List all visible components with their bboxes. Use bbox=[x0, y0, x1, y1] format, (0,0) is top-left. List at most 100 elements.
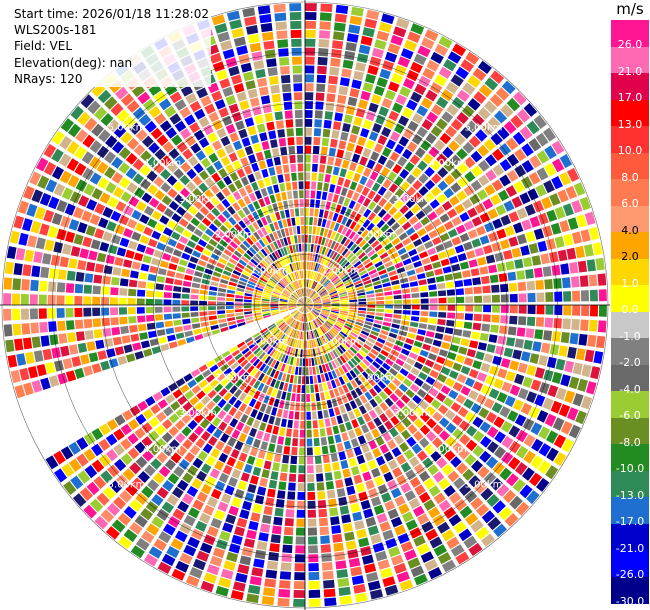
gate-cell bbox=[396, 267, 406, 274]
gate-cell bbox=[334, 406, 341, 416]
gate-cell bbox=[413, 260, 423, 268]
gate-cell bbox=[405, 243, 415, 252]
gate-cell bbox=[331, 297, 340, 301]
gate-cell bbox=[170, 452, 182, 464]
gate-cell bbox=[297, 154, 304, 163]
gate-cell bbox=[230, 227, 239, 236]
gate-cell bbox=[293, 598, 305, 607]
gate-cell bbox=[286, 236, 292, 245]
gate-cell bbox=[318, 287, 325, 294]
gate-cell bbox=[318, 39, 330, 48]
gate-cell bbox=[514, 373, 525, 385]
gate-cell bbox=[246, 283, 255, 289]
gate-cell bbox=[403, 305, 411, 310]
gate-cell bbox=[417, 198, 428, 209]
gate-cell bbox=[360, 128, 370, 138]
gate-cell bbox=[425, 528, 439, 541]
gate-cell bbox=[287, 419, 293, 428]
gate-cell bbox=[49, 334, 59, 346]
gate-cell bbox=[116, 474, 129, 487]
gate-cell bbox=[341, 432, 349, 442]
gate-cell bbox=[295, 402, 300, 411]
gate-cell bbox=[147, 273, 157, 282]
gate-cell bbox=[385, 159, 395, 170]
gate-cell bbox=[75, 271, 85, 282]
gate-cell bbox=[399, 204, 409, 215]
gate-cell bbox=[471, 238, 482, 248]
gate-cell bbox=[39, 192, 52, 206]
gate-cell bbox=[148, 330, 157, 339]
gate-cell bbox=[166, 270, 176, 278]
gate-cell bbox=[135, 456, 148, 469]
gate-cell bbox=[217, 31, 230, 43]
gate-cell bbox=[455, 224, 466, 235]
gate-cell bbox=[290, 296, 298, 301]
gate-cell bbox=[405, 389, 415, 399]
gate-cell bbox=[424, 192, 435, 203]
gate-cell bbox=[238, 280, 247, 286]
gate-cell bbox=[218, 107, 229, 118]
gate-cell bbox=[367, 297, 376, 301]
gate-cell bbox=[358, 239, 367, 248]
gate-cell bbox=[298, 322, 302, 331]
gate-cell bbox=[421, 382, 432, 392]
gate-cell bbox=[250, 512, 261, 522]
gate-cell bbox=[63, 481, 77, 495]
gate-cell bbox=[319, 355, 324, 364]
gate-cell bbox=[279, 302, 288, 305]
gate-cell bbox=[164, 245, 174, 254]
gate-cell bbox=[580, 395, 593, 410]
gate-cell bbox=[346, 266, 355, 273]
gate-cell bbox=[292, 339, 296, 347]
gate-cell bbox=[326, 381, 333, 390]
gate-cell bbox=[358, 298, 367, 302]
gate-cell bbox=[305, 300, 312, 305]
gate-cell bbox=[232, 237, 242, 246]
gate-cell bbox=[152, 391, 163, 402]
gate-cell bbox=[153, 176, 165, 188]
gate-cell bbox=[410, 287, 419, 293]
gate-cell bbox=[33, 251, 43, 264]
gate-cell bbox=[358, 307, 367, 311]
gate-cell bbox=[189, 567, 203, 579]
gate-cell bbox=[305, 313, 307, 322]
gate-cell bbox=[154, 189, 165, 201]
gate-cell bbox=[522, 467, 535, 481]
gate-cell bbox=[199, 170, 209, 181]
gate-cell bbox=[301, 305, 305, 312]
gate-cell bbox=[432, 218, 442, 228]
gate-cell bbox=[416, 244, 426, 253]
gate-cell bbox=[258, 532, 269, 542]
gate-cell bbox=[305, 322, 307, 331]
gate-cell bbox=[474, 203, 486, 214]
gate-cell bbox=[145, 246, 155, 256]
gate-cell bbox=[308, 313, 312, 321]
gate-cell bbox=[443, 334, 453, 342]
gate-cell bbox=[384, 242, 393, 251]
gate-cell bbox=[334, 281, 343, 287]
gate-cell bbox=[94, 263, 104, 273]
gate-cell bbox=[322, 307, 331, 310]
gate-cell bbox=[450, 544, 465, 557]
gate-cell bbox=[9, 230, 20, 244]
gate-cell bbox=[353, 116, 363, 127]
gate-cell bbox=[374, 395, 383, 405]
gate-cell bbox=[139, 214, 150, 225]
gate-cell bbox=[526, 490, 540, 505]
gate-cell bbox=[532, 341, 542, 352]
gate-cell bbox=[491, 284, 500, 293]
gate-cell bbox=[176, 265, 186, 273]
gate-cell bbox=[185, 336, 195, 344]
gate-cell bbox=[339, 404, 347, 414]
gate-cell bbox=[408, 497, 421, 510]
gate-cell bbox=[326, 284, 334, 291]
gate-cell bbox=[380, 567, 393, 579]
gate-cell bbox=[492, 218, 503, 229]
gate-cell bbox=[305, 154, 311, 163]
gate-cell bbox=[98, 217, 109, 229]
field-label: Field: VEL bbox=[14, 39, 73, 54]
gate-cell bbox=[438, 36, 453, 49]
gate-cell bbox=[334, 324, 342, 331]
gate-cell bbox=[382, 178, 392, 189]
gate-cell bbox=[410, 316, 420, 322]
